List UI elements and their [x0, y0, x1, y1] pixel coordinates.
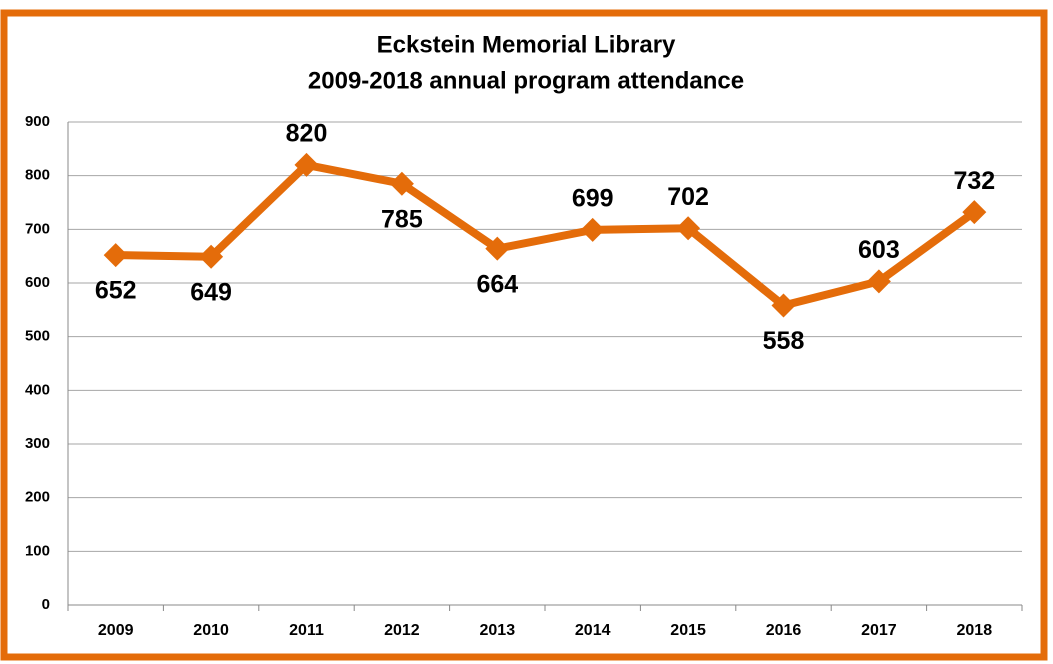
chart-title: Eckstein Memorial Library — [377, 31, 676, 58]
y-tick-label: 100 — [25, 542, 50, 559]
data-point — [199, 244, 224, 269]
y-tick-label: 500 — [25, 328, 50, 345]
data-label: 558 — [763, 327, 805, 355]
data-label: 652 — [95, 277, 137, 305]
data-label: 820 — [286, 120, 328, 148]
data-label: 732 — [953, 167, 995, 195]
x-tick-label: 2014 — [575, 622, 611, 639]
data-point — [866, 269, 891, 294]
data-point — [485, 236, 510, 261]
chart-title: 2009-2018 annual program attendance — [308, 67, 744, 94]
y-tick-label: 200 — [25, 489, 50, 506]
x-tick-label: 2013 — [480, 622, 516, 639]
data-point — [580, 217, 605, 242]
x-tick-label: 2011 — [289, 622, 324, 639]
data-point — [294, 152, 319, 177]
data-label: 785 — [381, 205, 423, 233]
data-label: 649 — [190, 278, 232, 306]
y-tick-label: 900 — [25, 113, 50, 130]
data-label: 699 — [572, 184, 614, 212]
x-tick-label: 2017 — [861, 622, 897, 639]
y-tick-label: 700 — [25, 220, 50, 237]
x-tick-label: 2009 — [98, 622, 134, 639]
data-label: 664 — [476, 270, 518, 298]
data-point — [962, 200, 987, 225]
data-point — [389, 171, 414, 196]
chart-frame — [0, 9, 1048, 661]
data-point — [771, 293, 796, 318]
x-tick-label: 2018 — [957, 622, 993, 639]
y-tick-label: 800 — [25, 167, 50, 184]
y-tick-label: 0 — [42, 596, 50, 613]
data-label: 603 — [858, 236, 900, 264]
data-label: 702 — [667, 183, 709, 211]
y-tick-label: 400 — [25, 381, 50, 398]
data-point — [676, 216, 701, 241]
x-tick-label: 2010 — [193, 622, 229, 639]
y-tick-label: 600 — [25, 274, 50, 291]
series-line — [115, 160, 977, 310]
y-tick-label: 300 — [25, 435, 50, 452]
data-point — [103, 243, 128, 268]
x-tick-label: 2012 — [384, 622, 420, 639]
x-tick-label: 2016 — [766, 622, 802, 639]
x-tick-label: 2015 — [670, 622, 706, 639]
